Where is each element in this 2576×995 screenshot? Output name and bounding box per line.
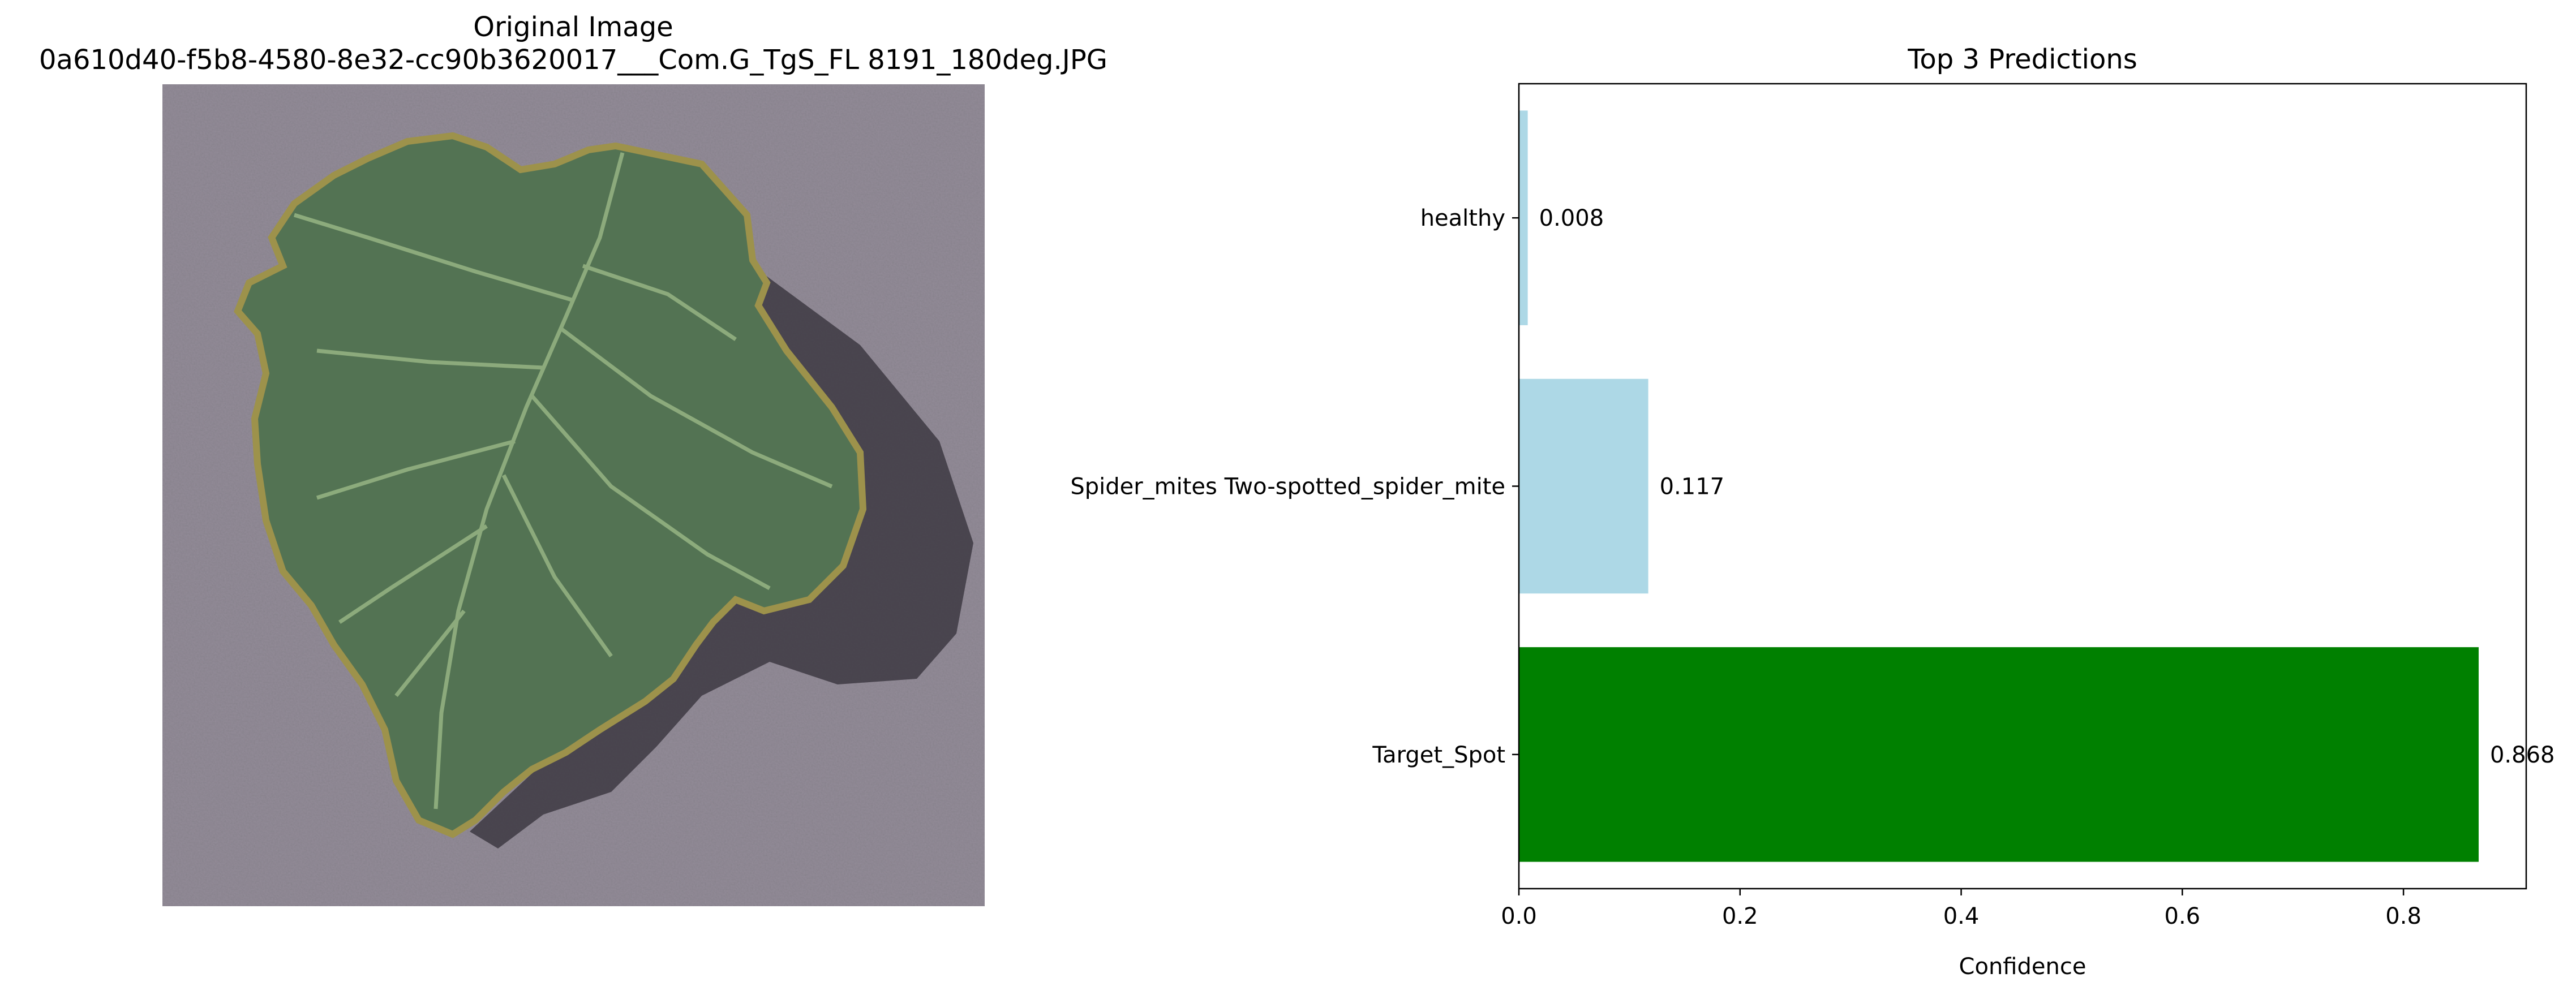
plot-frame	[1518, 83, 2527, 890]
original-image-title: Original Image	[473, 11, 673, 43]
original-image-filename: 0a610d40-f5b8-4580-8e32-cc90b3620017___C…	[39, 44, 1107, 76]
bar-value-label: 0.868	[2490, 742, 2555, 768]
x-tick-label: 0.6	[2165, 903, 2201, 929]
x-tick-label: 0.8	[2385, 903, 2422, 929]
x-tick-label: 0.2	[1722, 903, 1758, 929]
predictions-chart: Top 3 Predictions 0.868 0.117 0.008 Target…	[1070, 44, 2554, 980]
leaf-shadow	[470, 170, 973, 848]
bar-target-spot	[1519, 647, 2479, 862]
chart-title: Top 3 Predictions	[1907, 44, 2137, 75]
leaf-blade	[234, 132, 867, 838]
leaf-veins	[293, 152, 833, 809]
x-axis-ticks: 0.0 0.2 0.4 0.6 0.8	[1501, 889, 2422, 929]
photo-texture-overlay	[162, 84, 985, 906]
original-image-panel: Original Image 0a610d40-f5b8-4580-8e32-c…	[39, 11, 1107, 906]
bars-layer	[1519, 110, 2479, 862]
y-tick-label: Target_Spot	[1372, 742, 1505, 768]
x-tick-label: 0.4	[1943, 903, 1980, 929]
bar-labels-layer: 0.868 0.117 0.008	[1539, 205, 2555, 768]
bar-value-label: 0.008	[1539, 205, 1604, 231]
leaf-photo	[162, 84, 985, 906]
y-axis-ticks: Target_Spot Spider_mites Two-spotted_spid…	[1070, 205, 1519, 768]
x-tick-label: 0.0	[1501, 903, 1537, 929]
x-axis-label: Confidence	[1959, 954, 2086, 980]
y-tick-label: healthy	[1420, 205, 1505, 231]
bar-healthy	[1519, 110, 1528, 325]
bar-spider-mites-two-spotted-spider-mite	[1519, 378, 1648, 594]
bar-value-label: 0.117	[1660, 474, 1725, 500]
y-tick-label: Spider_mites Two-spotted_spider_mite	[1070, 474, 1505, 500]
